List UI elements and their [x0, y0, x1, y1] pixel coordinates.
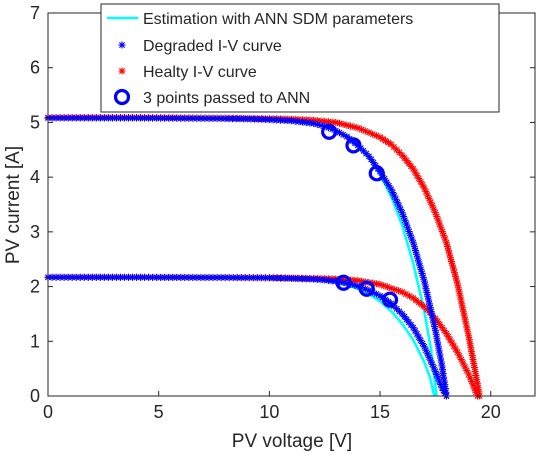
y-tick-label: 7	[30, 3, 40, 23]
legend-swatch-asterisk	[118, 67, 126, 75]
degraded-curve-marker	[437, 381, 445, 389]
healthy-curve-marker	[465, 336, 473, 344]
healthy-curve-marker	[464, 328, 472, 336]
degraded-curve-marker	[350, 281, 358, 289]
legend-entry-label: Estimation with ANN SDM parameters	[143, 11, 413, 28]
x-axis-label: PV voltage [V]	[232, 431, 352, 452]
y-tick-label: 0	[30, 386, 40, 406]
legend-swatch-asterisk	[118, 41, 126, 49]
y-tick-label: 4	[30, 167, 40, 187]
healthy-curve-marker	[343, 121, 351, 129]
healthy-curve-marker	[465, 332, 473, 340]
x-tick-label: 15	[370, 402, 390, 422]
degraded-curve-marker	[398, 209, 406, 217]
healthy-curve-marker	[469, 356, 477, 364]
x-tick-label: 5	[154, 402, 164, 422]
y-axis-label: PV current [A]	[3, 146, 24, 264]
ann-input-point	[381, 291, 399, 308]
ann-input-point	[335, 274, 352, 291]
healthy-curve-marker	[402, 290, 410, 298]
x-tick-label: 0	[43, 402, 53, 422]
legend-entry-label: Healty I-V curve	[143, 64, 257, 81]
healthy-curve-marker	[456, 292, 464, 300]
degraded-curve-marker	[438, 362, 446, 370]
healthy-curve-marker	[468, 348, 476, 356]
healthy-curve-marker	[454, 280, 462, 288]
healthy-curve-marker	[459, 308, 467, 316]
estimation-curve-line	[48, 116, 438, 397]
healthy-curve-marker	[350, 123, 358, 131]
healthy-curve-marker	[462, 320, 470, 328]
x-tick-label: 10	[259, 402, 279, 422]
healthy-curve-marker	[455, 288, 463, 296]
legend: Estimation with ANN SDM parameters Degrad…	[100, 3, 500, 113]
ann-input-point	[345, 137, 362, 154]
y-tick-label: 3	[30, 222, 40, 242]
degraded-curve-marker	[414, 254, 422, 262]
ann-input-point	[368, 165, 385, 182]
degraded-curve-marker	[433, 334, 441, 342]
healthy-curve-marker	[454, 284, 462, 292]
ann-input-point	[321, 123, 338, 140]
ann-input-point	[358, 280, 375, 297]
legend-swatch-circle	[113, 88, 131, 106]
y-tick-label: 6	[30, 58, 40, 78]
legend-box	[100, 3, 500, 113]
plot-data-layer	[44, 114, 484, 400]
legend-entry-label: Degraded I-V curve	[143, 38, 282, 55]
legend-entry-label: 3 points passed to ANN	[143, 90, 310, 107]
y-tick-label: 5	[30, 112, 40, 132]
degraded-curve-marker	[437, 354, 445, 362]
x-tick-label: 20	[481, 402, 501, 422]
healthy-curve-marker	[437, 224, 445, 232]
y-tick-label: 1	[30, 331, 40, 351]
axis-ticks: 0 5 10 15 20 0 1 2 3 4 5 6 7	[30, 3, 535, 422]
degraded-curve-marker	[432, 330, 440, 338]
y-tick-label: 2	[30, 277, 40, 297]
